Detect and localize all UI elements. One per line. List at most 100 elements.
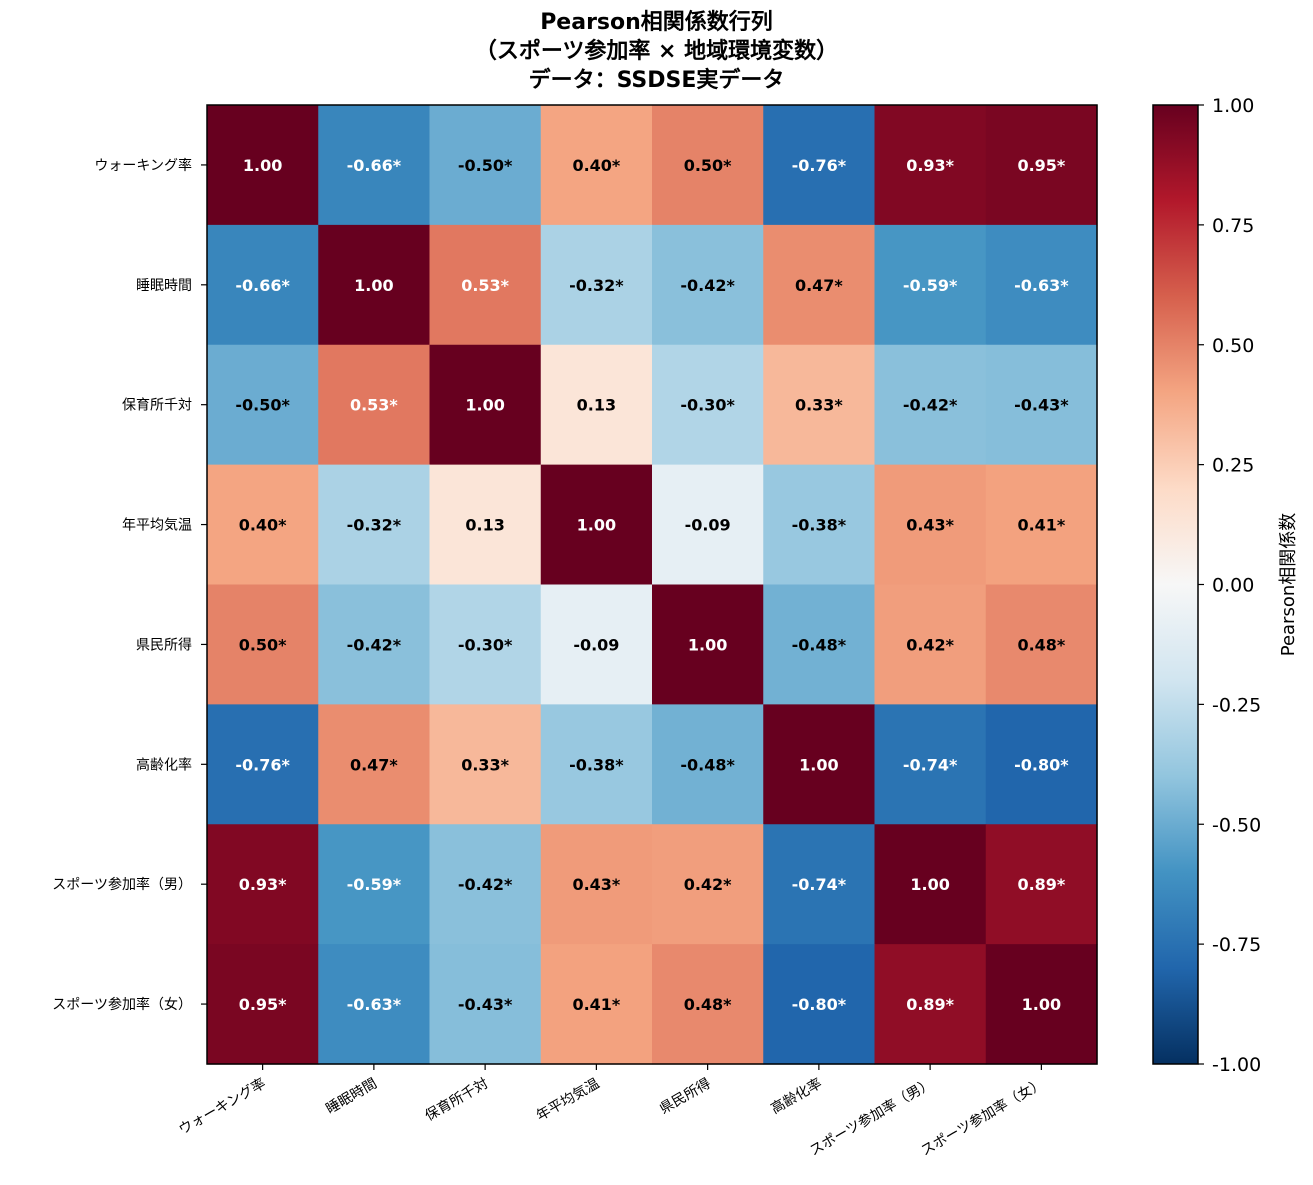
heatmap-cell-label: 1.00: [688, 635, 727, 654]
heatmap-cell: [763, 224, 876, 346]
colorbar-tick-label: 1.00: [1212, 95, 1254, 117]
heatmap-cell-label: 1.00: [1022, 995, 1061, 1014]
heatmap-cell-label: 0.33*: [795, 396, 843, 415]
heatmap-cell: [652, 824, 764, 945]
chart-title-line-2: （スポーツ参加率 × 地域環境変数）: [474, 39, 839, 64]
heatmap-cell-label: 0.13: [577, 396, 616, 415]
heatmap-cell: [429, 105, 542, 226]
y-tick-label: 保育所千対: [122, 398, 192, 414]
heatmap-cell: [207, 224, 319, 346]
x-tick-label: 高齢化率: [768, 1075, 825, 1118]
heatmap-cell: [985, 344, 1098, 466]
heatmap-cell: [429, 704, 542, 825]
heatmap-cell: [874, 105, 987, 226]
heatmap-cell: [985, 224, 1098, 346]
x-tick-label: スポーツ参加率（男）: [807, 1075, 937, 1160]
colorbar-label: Pearson相関係数: [1278, 513, 1299, 657]
heatmap-cell: [429, 944, 542, 1065]
heatmap-cell-label: 0.43*: [572, 875, 620, 894]
heatmap-cell: [763, 944, 876, 1065]
heatmap-cell-label: -0.59*: [347, 875, 402, 894]
colorbar-gradient: [1152, 104, 1199, 1065]
heatmap-cell-label: 0.40*: [239, 516, 287, 535]
heatmap-cell: [540, 824, 653, 945]
heatmap-cell-label: 0.47*: [795, 276, 843, 295]
heatmap-cell: [207, 944, 319, 1065]
heatmap-cell-label: 0.41*: [572, 995, 620, 1014]
x-tick-label: 保育所千対: [423, 1076, 492, 1125]
heatmap-cell: [429, 344, 542, 466]
colorbar-ticks: 1.00 0.75 0.50 0.25 0.00 -0.25 -0.50 -0.75 -1.00: [1198, 95, 1261, 1076]
heatmap-cell-label: 1.00: [799, 755, 838, 774]
heatmap-cell-label: -0.48*: [792, 635, 847, 654]
heatmap-cell: [652, 584, 764, 705]
heatmap-cell-label: 1.00: [465, 396, 504, 415]
heatmap-cell-label: 0.53*: [350, 396, 398, 415]
x-axis: ウォーキング率 睡眠時間 保育所千対 年平均気温 県民所得 高齢化率スポーツ参加率（男）ス…: [176, 1064, 1048, 1160]
colorbar-tick-label: 0.75: [1212, 215, 1254, 237]
heatmap-cell-label: 0.93*: [239, 875, 287, 894]
heatmap-cell-label: -0.76*: [235, 755, 290, 774]
heatmap-cell-label: -0.09: [685, 516, 731, 535]
heatmap-cell-label: -0.48*: [680, 755, 735, 774]
colorbar-tick-label: -1.00: [1212, 1054, 1261, 1076]
heatmap-cell: [318, 224, 431, 346]
chart-title-line-1: Pearson相関係数行列: [540, 10, 773, 35]
heatmap-cell: [318, 824, 431, 945]
heatmap-cell-label: -0.38*: [569, 755, 624, 774]
heatmap-cell: [874, 344, 987, 466]
heatmap-cell-label: 0.95*: [239, 995, 287, 1014]
heatmap-cell: [540, 224, 653, 346]
heatmap-cell: [207, 464, 319, 586]
heatmap-cell: [985, 704, 1098, 825]
heatmap-cell: [540, 464, 653, 586]
colorbar-tick-label: -0.25: [1212, 694, 1261, 716]
y-tick-label: スポーツ参加率（男）: [52, 876, 192, 893]
heatmap-cell: [763, 584, 876, 705]
y-tick-label: 高齢化率: [136, 756, 192, 773]
colorbar-tick-label: 0.25: [1212, 455, 1254, 477]
heatmap-cell-label: -0.32*: [347, 516, 402, 535]
heatmap-cell: [207, 704, 319, 825]
heatmap-cell-label: -0.66*: [235, 276, 290, 295]
plot-frame: [206, 104, 1098, 1065]
heatmap-cell: [763, 704, 876, 825]
heatmap-cell-label: -0.42*: [347, 635, 402, 654]
heatmap-cell-label: 0.41*: [1017, 516, 1065, 535]
heatmap-cell: [429, 464, 542, 586]
heatmap-cell-label: 0.40*: [572, 156, 620, 175]
heatmap-cell: [874, 944, 987, 1065]
heatmap-cell: [318, 344, 431, 466]
heatmap-cell-label: -0.66*: [347, 156, 402, 175]
heatmap-cell: [652, 105, 764, 226]
heatmap-cell-label: 0.89*: [1017, 875, 1065, 894]
colorbar-tick-label: -0.75: [1212, 934, 1261, 956]
heatmap-cell-label: 0.53*: [461, 276, 509, 295]
heatmap-cell: [207, 584, 319, 705]
heatmap-cell: [652, 344, 764, 466]
heatmap-cell-label: -0.50*: [458, 156, 513, 175]
heatmap-cell: [540, 944, 653, 1065]
heatmap-cell-label: 0.89*: [906, 995, 954, 1014]
x-tick-label: 年平均気温: [534, 1076, 603, 1125]
colorbar-tick-label: -0.50: [1212, 814, 1261, 836]
heatmap-cell: [652, 464, 764, 586]
heatmap-cell: [985, 584, 1098, 705]
heatmap-cell-label: 0.93*: [906, 156, 954, 175]
heatmap-cell-label: 1.00: [577, 516, 616, 535]
heatmap-cell-label: -0.80*: [792, 995, 847, 1014]
heatmap-cell: [540, 105, 653, 226]
heatmap-cell-label: -0.63*: [347, 995, 402, 1014]
y-tick-label: 県民所得: [136, 636, 192, 653]
heatmap-cell-label: -0.32*: [569, 276, 624, 295]
x-tick-label: スポーツ参加率（女）: [918, 1075, 1048, 1160]
heatmap-cell-label: 0.47*: [350, 755, 398, 774]
heatmap-cell: [763, 464, 876, 586]
heatmap-cell-label: -0.74*: [792, 875, 847, 894]
heatmap-cell: [874, 464, 987, 586]
heatmap-cell: [318, 584, 431, 705]
heatmap-cell-label: -0.30*: [680, 396, 735, 415]
y-tick-label: 年平均気温: [122, 518, 192, 534]
